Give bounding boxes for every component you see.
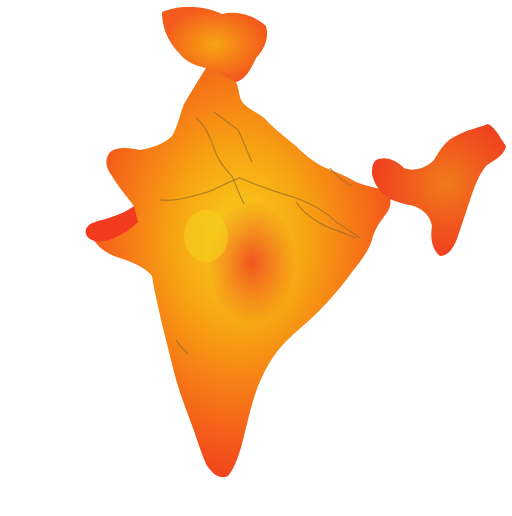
region-north xyxy=(162,6,268,83)
region-northeast xyxy=(372,124,506,256)
state-borders xyxy=(159,111,361,355)
region-west-peninsula xyxy=(85,206,138,242)
hotspot-left xyxy=(184,210,228,262)
hotspot-core xyxy=(208,200,296,324)
